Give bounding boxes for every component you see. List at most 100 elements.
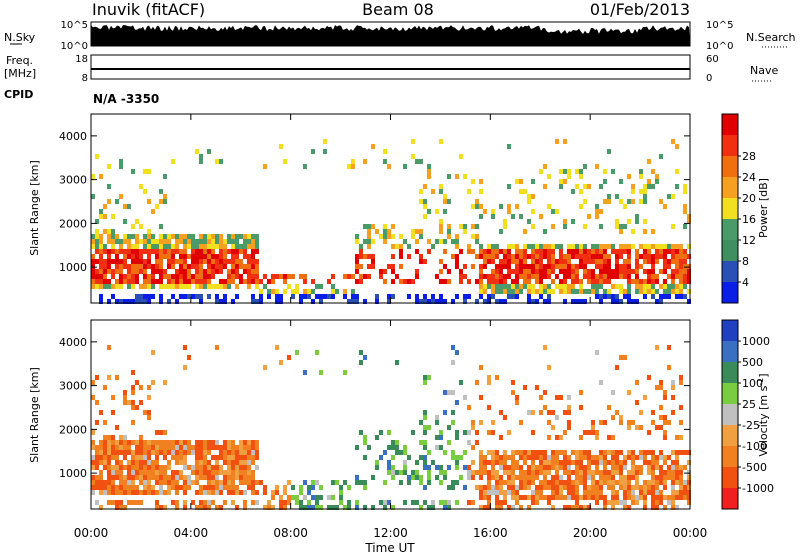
data-cell <box>507 465 511 470</box>
data-cell <box>91 264 95 269</box>
data-cell <box>687 219 691 224</box>
data-cell <box>623 269 627 274</box>
data-cell <box>627 274 631 279</box>
data-cell <box>403 465 407 470</box>
data-cell <box>423 460 427 465</box>
data-cell <box>223 470 227 475</box>
data-cell <box>243 505 247 510</box>
data-cell <box>439 445 443 450</box>
data-cell <box>151 450 155 455</box>
data-cell <box>559 475 563 480</box>
data-cell <box>647 430 651 435</box>
data-cell <box>415 249 419 254</box>
data-cell <box>503 470 507 475</box>
data-cell <box>251 440 255 445</box>
data-cell <box>119 450 123 455</box>
data-cell <box>343 289 347 294</box>
data-cell <box>471 470 475 475</box>
data-cell <box>487 490 491 495</box>
data-cell <box>583 274 587 279</box>
data-cell <box>587 460 591 465</box>
data-cell <box>347 485 351 490</box>
data-cell <box>515 249 519 254</box>
data-cell <box>279 299 283 304</box>
data-cell <box>515 475 519 480</box>
data-cell <box>507 289 511 294</box>
data-cell <box>99 460 103 465</box>
data-cell <box>547 460 551 465</box>
data-cell <box>223 279 227 284</box>
data-cell <box>467 189 471 194</box>
data-cell <box>143 450 147 455</box>
data-cell <box>303 505 307 510</box>
data-cell <box>111 485 115 490</box>
data-cell <box>203 490 207 495</box>
data-cell <box>531 460 535 465</box>
data-cell <box>539 249 543 254</box>
data-cell <box>447 224 451 229</box>
data-cell <box>499 480 503 485</box>
data-cell <box>627 420 631 425</box>
data-cell <box>491 209 495 214</box>
data-cell <box>271 490 275 495</box>
data-cell <box>139 465 143 470</box>
data-cell <box>607 264 611 269</box>
colorbar-tick-label: 20 <box>742 192 756 205</box>
data-cell <box>175 274 179 279</box>
data-cell <box>135 380 139 385</box>
data-cell <box>111 294 115 299</box>
data-cell <box>367 229 371 234</box>
data-cell <box>483 249 487 254</box>
data-cell <box>123 400 127 405</box>
data-cell <box>107 480 111 485</box>
data-cell <box>651 259 655 264</box>
data-cell <box>491 455 495 460</box>
data-cell <box>391 440 395 445</box>
data-cell <box>211 455 215 460</box>
data-cell <box>103 490 107 495</box>
data-cell <box>631 279 635 284</box>
data-cell <box>131 465 135 470</box>
data-cell <box>227 284 231 289</box>
data-cell <box>619 254 623 259</box>
data-cell <box>579 264 583 269</box>
data-cell <box>215 254 219 259</box>
data-cell <box>627 249 631 254</box>
data-cell <box>351 289 355 294</box>
data-cell <box>595 164 599 169</box>
data-cell <box>623 204 627 209</box>
data-cell <box>263 284 267 289</box>
data-cell <box>455 500 459 505</box>
data-cell <box>655 500 659 505</box>
data-cell <box>143 475 147 480</box>
data-cell <box>587 289 591 294</box>
data-cell <box>467 405 471 410</box>
data-cell <box>407 455 411 460</box>
data-cell <box>183 284 187 289</box>
data-cell <box>595 485 599 490</box>
data-cell <box>343 370 347 375</box>
data-cell <box>667 455 671 460</box>
data-cell <box>471 234 475 239</box>
data-cell <box>423 415 427 420</box>
data-cell <box>415 294 419 299</box>
colorbar-tick-label: 16 <box>742 213 756 226</box>
data-cell <box>659 495 663 500</box>
data-cell <box>259 279 263 284</box>
data-cell <box>423 199 427 204</box>
data-cell <box>375 229 379 234</box>
data-cell <box>135 259 139 264</box>
data-cell <box>679 269 683 274</box>
data-cell <box>603 455 607 460</box>
data-cell <box>139 450 143 455</box>
data-cell <box>647 480 651 485</box>
data-cell <box>451 345 455 350</box>
data-cell <box>335 289 339 294</box>
data-cell <box>107 164 111 169</box>
data-cell <box>619 500 623 505</box>
data-cell <box>679 490 683 495</box>
data-cell <box>511 465 515 470</box>
data-cell <box>419 199 423 204</box>
data-cell <box>507 490 511 495</box>
